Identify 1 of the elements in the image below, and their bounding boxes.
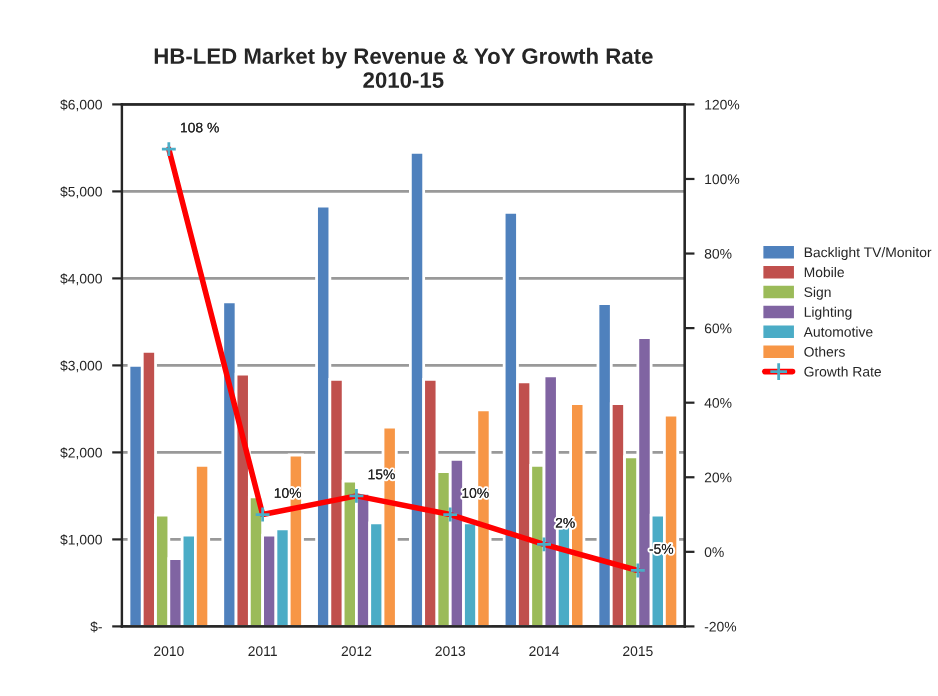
chart-title: HB-LED Market by Revenue & YoY Growth Rate 2010-15 xyxy=(154,47,653,88)
